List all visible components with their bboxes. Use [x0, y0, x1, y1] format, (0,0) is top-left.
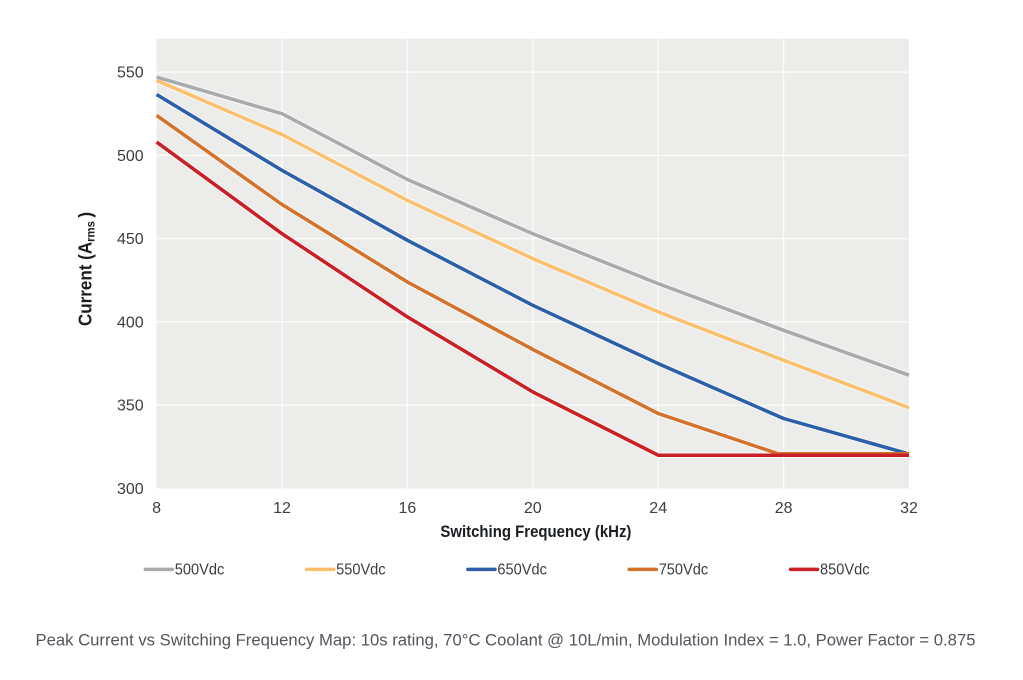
svg-text:32: 32 — [900, 500, 918, 517]
svg-text:300: 300 — [117, 481, 144, 498]
svg-text:Current (Arms ): Current (Arms ) — [76, 212, 98, 326]
svg-text:28: 28 — [775, 500, 793, 517]
svg-text:20: 20 — [524, 500, 542, 517]
svg-text:350: 350 — [117, 398, 144, 415]
svg-text:550Vdc: 550Vdc — [336, 562, 386, 579]
svg-text:850Vdc: 850Vdc — [820, 562, 870, 579]
svg-text:Peak Current vs Switching Freq: Peak Current vs Switching Frequency Map:… — [36, 631, 976, 649]
svg-text:550: 550 — [117, 65, 144, 82]
svg-text:16: 16 — [399, 500, 417, 517]
svg-text:750Vdc: 750Vdc — [659, 562, 709, 579]
svg-text:500: 500 — [117, 148, 144, 165]
svg-text:24: 24 — [649, 500, 667, 517]
svg-text:650Vdc: 650Vdc — [497, 562, 547, 579]
svg-text:450: 450 — [117, 231, 144, 248]
svg-text:8: 8 — [152, 500, 161, 517]
svg-text:500Vdc: 500Vdc — [175, 562, 225, 579]
svg-text:Switching Frequency (kHz): Switching Frequency (kHz) — [440, 522, 631, 541]
svg-text:400: 400 — [117, 314, 144, 331]
svg-text:12: 12 — [273, 500, 291, 517]
